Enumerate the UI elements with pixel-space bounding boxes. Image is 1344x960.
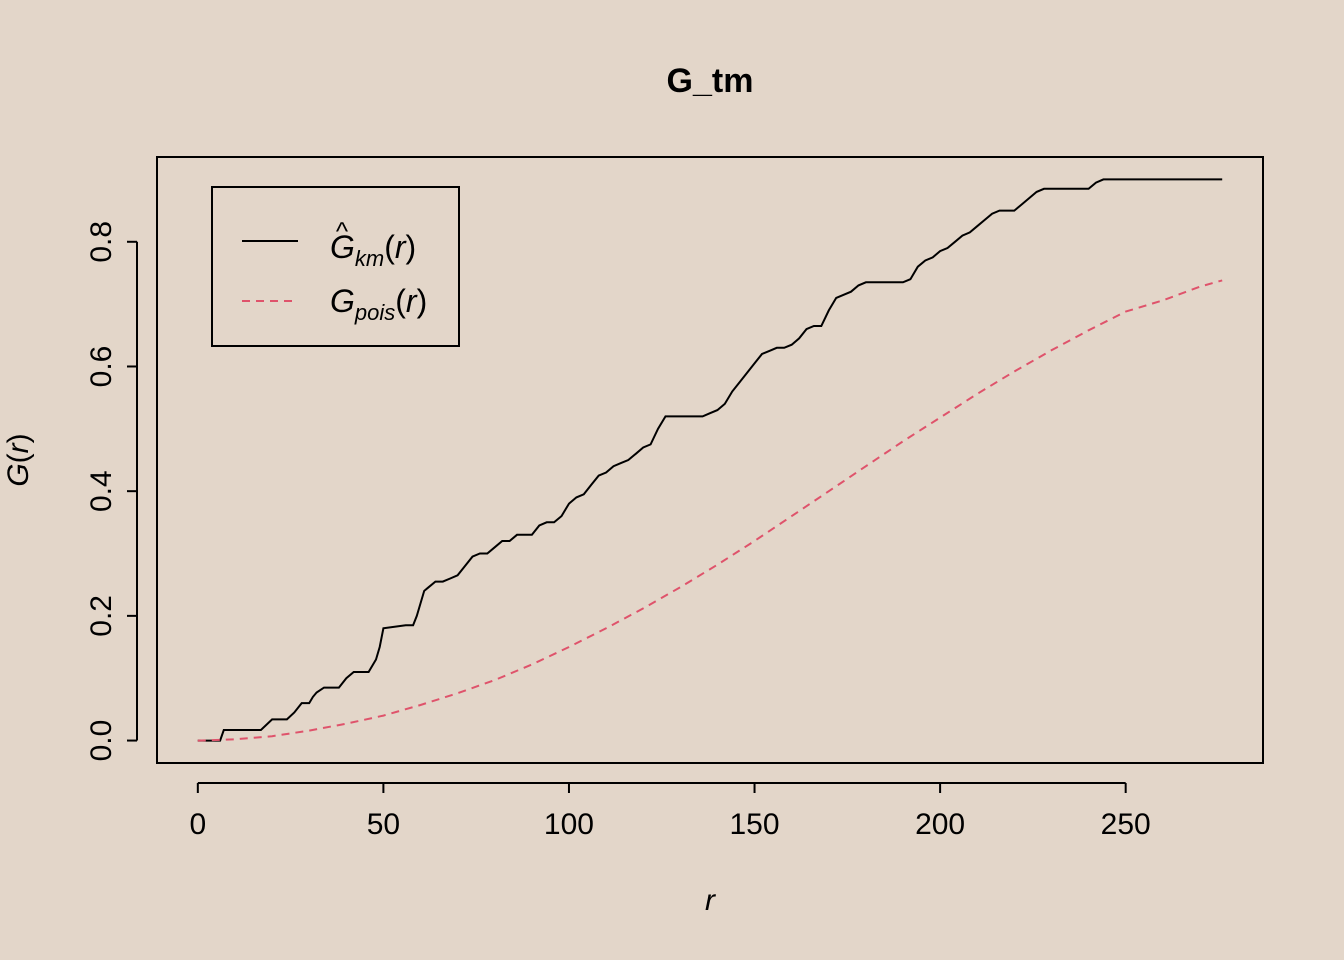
series-line-km xyxy=(197,178,1223,742)
y-tick-label: 0.0 xyxy=(85,720,118,762)
x-tick-label: 250 xyxy=(1101,808,1151,841)
x-tick-label: 200 xyxy=(915,808,965,841)
x-axis-label: r xyxy=(705,884,716,917)
legend-label-km: Gkm(r) xyxy=(330,229,416,271)
y-tick-label: 0.8 xyxy=(85,221,118,263)
y-axis: 0.0 0.2 0.4 0.6 0.8 xyxy=(85,221,138,762)
y-axis-label: G(r) xyxy=(2,433,35,486)
x-tick-label: 100 xyxy=(544,808,594,841)
chart-title: G_tm xyxy=(667,62,754,100)
x-axis: 0 50 100 150 200 250 xyxy=(189,782,1151,841)
legend-label-pois: Gpois(r) xyxy=(330,283,427,325)
y-tick-label: 0.6 xyxy=(85,346,118,388)
x-tick-label: 0 xyxy=(189,808,206,841)
y-tick-label: 0.2 xyxy=(85,595,118,637)
plot-box xyxy=(156,156,1264,764)
y-tick-label: 0.4 xyxy=(85,470,118,512)
x-tick-label: 50 xyxy=(367,808,400,841)
series-line-pois xyxy=(197,279,1223,742)
x-tick-label: 150 xyxy=(730,808,780,841)
legend-hat-km: ^ xyxy=(336,216,349,246)
legend: Gkm(r) Gpois(r) ^ xyxy=(211,186,460,347)
legend-box xyxy=(211,186,460,347)
